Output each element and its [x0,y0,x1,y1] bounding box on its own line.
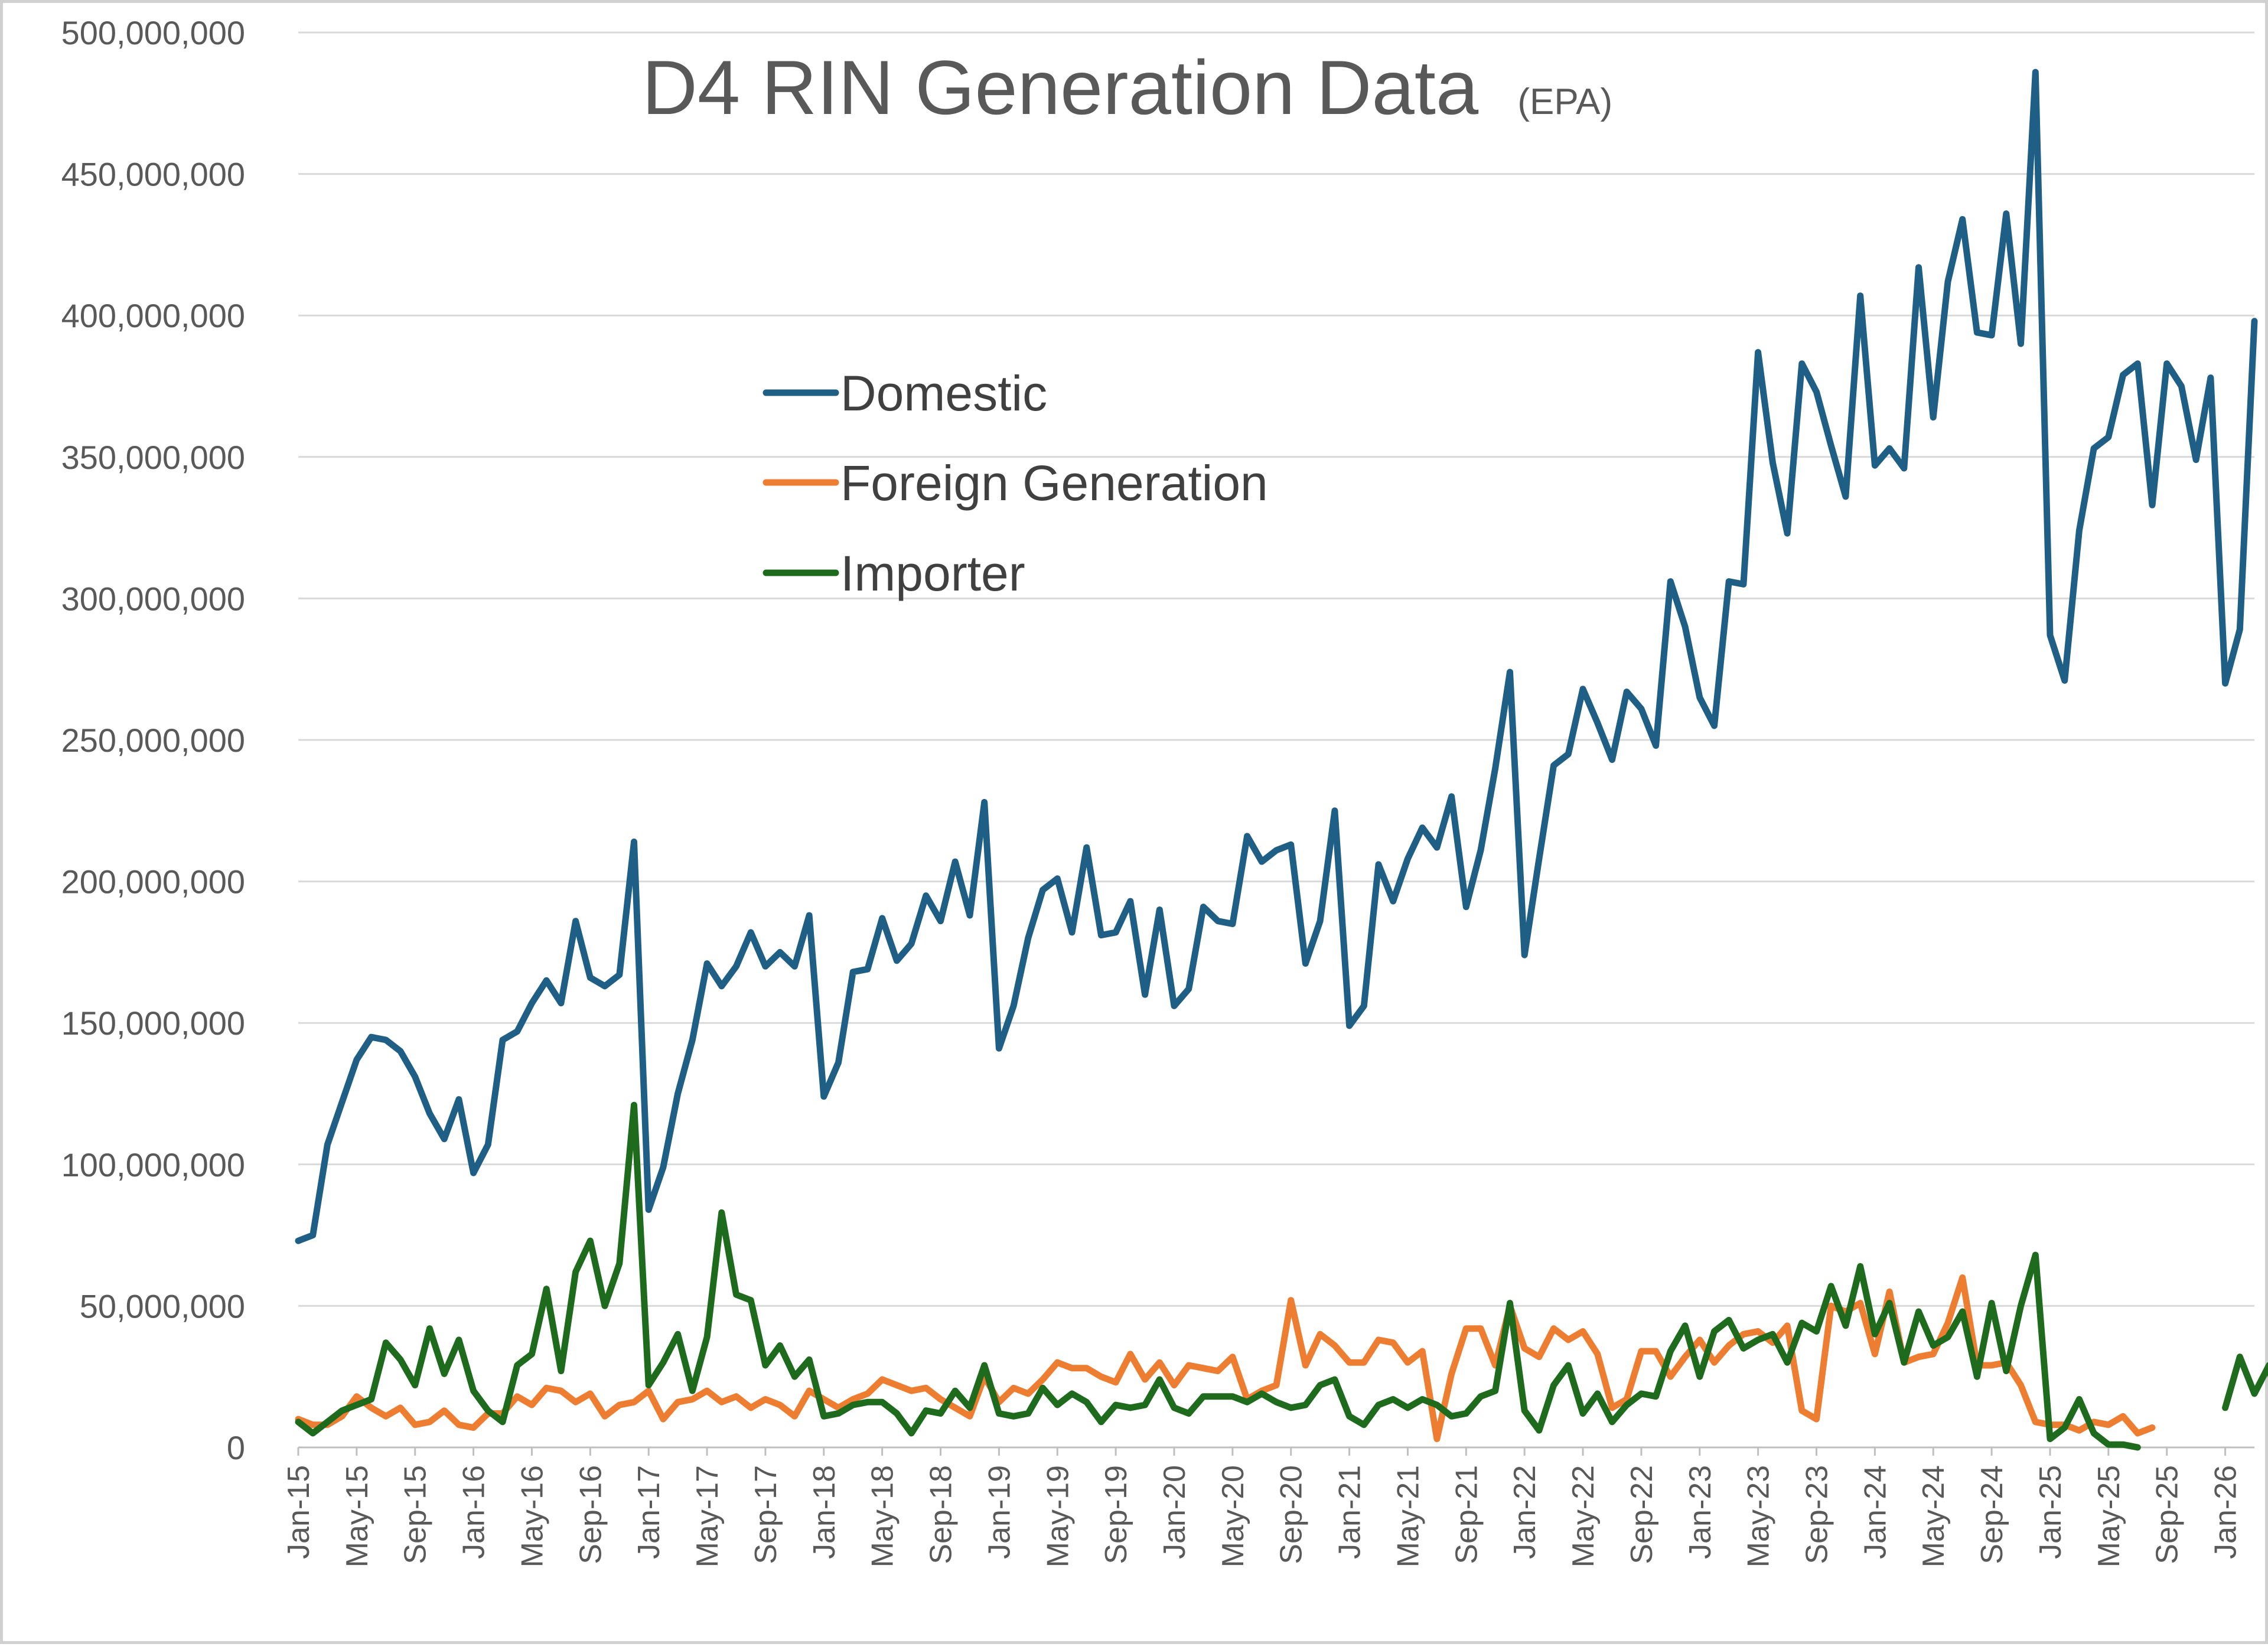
x-tick-label: May-18 [866,1465,900,1567]
x-tick-label: May-20 [1216,1465,1250,1567]
legend-label: Importer [840,546,1025,601]
line-chart: 0 50,000,000 100,000,000 150,000,000 200,000… [61,14,2268,1567]
x-tick-label: Jan-15 [282,1465,316,1559]
x-tick-label: Jan-18 [807,1465,842,1559]
x-tick-label: May-15 [340,1465,374,1567]
x-tick-label: Sep-17 [749,1465,783,1564]
x-tick-label: May-19 [1041,1465,1075,1567]
chart-title-main: D4 RIN Generation Data [642,44,1479,131]
x-tick-label: Sep-18 [924,1465,959,1564]
x-tick-label: Jan-26 [2209,1465,2243,1559]
series-line-importer [295,1101,2268,1451]
y-tick-label: 200,000,000 [61,863,245,901]
x-tick-label: May-25 [2092,1465,2126,1567]
y-tick-label: 300,000,000 [61,580,245,617]
y-tick-label: 350,000,000 [61,439,245,476]
series-line-foreign-generation [295,1274,2156,1443]
chart-title: D4 RIN Generation Data (EPA) [642,44,1612,131]
x-tick-label: Jan-25 [2034,1465,2068,1559]
y-tick-label: 100,000,000 [61,1146,245,1183]
chart-title-group: D4 RIN Generation Data (EPA) [642,44,1612,131]
x-tick-label: Sep-21 [1449,1465,1484,1564]
x-tick-label: Sep-24 [1975,1465,2009,1564]
y-tick-label: 400,000,000 [61,297,245,334]
series-lines [295,69,2268,1451]
x-tick-label: Jan-16 [457,1465,491,1559]
x-tick-label: May-22 [1566,1465,1601,1567]
x-tick-label: May-16 [515,1465,549,1567]
x-tick-label: Jan-19 [982,1465,1016,1559]
x-tick-label: Sep-20 [1275,1465,1309,1564]
y-tick-label: 0 [227,1429,245,1466]
x-tick-label: Jan-20 [1158,1465,1192,1559]
x-tick-label: May-24 [1917,1465,1951,1567]
y-tick-label: 50,000,000 [80,1287,245,1325]
x-tick-label: Jan-22 [1508,1465,1542,1559]
chart-title-subtitle: (EPA) [1517,81,1612,122]
legend: Domestic Foreign Generation Importer [762,366,1268,601]
x-tick-label: May-17 [690,1465,725,1567]
legend-label: Domestic [840,366,1047,421]
x-tick-label: Jan-24 [1858,1465,1892,1559]
x-tick-label: Jan-21 [1333,1465,1367,1559]
x-tick-label: Jan-17 [632,1465,666,1559]
x-tick-label: Sep-25 [2150,1465,2185,1564]
x-tick-label: Sep-16 [573,1465,608,1564]
x-tick-label: Jan-23 [1683,1465,1718,1559]
x-tick-label: Sep-22 [1625,1465,1659,1564]
x-tick-label: May-23 [1742,1465,1776,1567]
x-tick-label: Sep-15 [399,1465,433,1564]
x-tick-label: May-21 [1391,1465,1425,1567]
series-line-domestic [295,69,2258,1244]
gridlines [298,31,2254,1449]
y-axis-ticks: 0 50,000,000 100,000,000 150,000,000 200,000… [61,14,245,1466]
legend-label: Foreign Generation [840,455,1268,511]
y-tick-label: 250,000,000 [61,722,245,759]
y-tick-label: 150,000,000 [61,1004,245,1042]
y-tick-label: 500,000,000 [61,14,245,51]
y-tick-label: 450,000,000 [61,156,245,193]
x-tick-label: Sep-23 [1800,1465,1834,1564]
x-axis-ticks: Jan-15 May-15 Sep-15 Jan-16 May-16 Sep-16 Jan-… [282,1447,2243,1567]
x-tick-label: Sep-19 [1099,1465,1133,1564]
